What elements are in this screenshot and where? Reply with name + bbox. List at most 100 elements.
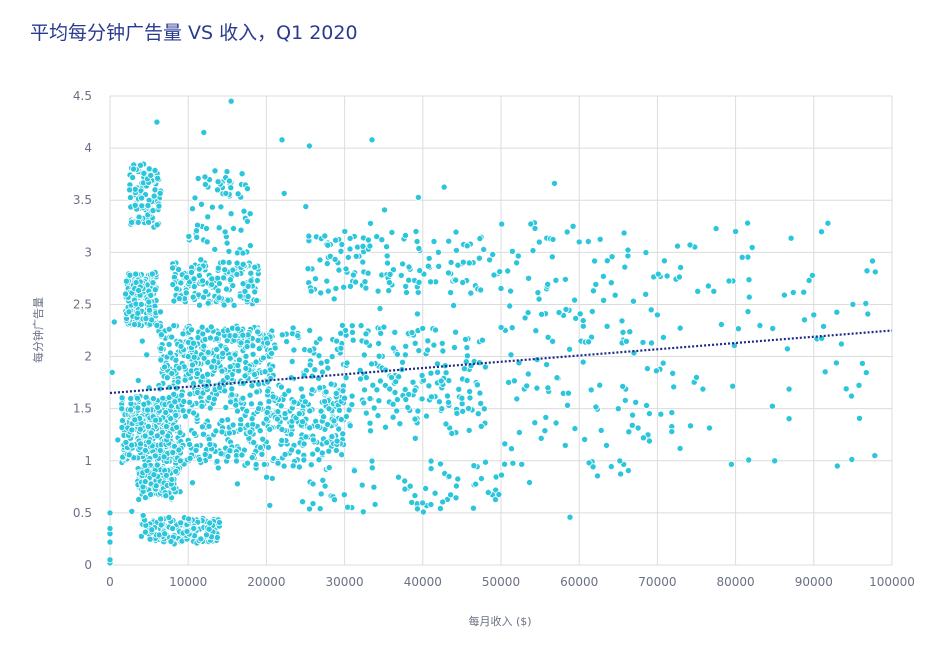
scatter-point — [193, 233, 201, 241]
scatter-point — [402, 342, 410, 350]
scatter-point — [184, 353, 192, 361]
scatter-point — [229, 282, 237, 290]
scatter-point — [659, 333, 667, 341]
scatter-point — [169, 264, 177, 272]
scatter-point — [248, 382, 256, 390]
scatter-point — [186, 398, 194, 406]
scatter-point — [311, 366, 319, 374]
scatter-point — [166, 349, 174, 357]
scatter-point — [616, 457, 624, 465]
scatter-point — [325, 464, 333, 472]
scatter-point — [128, 507, 136, 515]
scatter-point — [413, 310, 421, 318]
scatter-point — [869, 257, 877, 265]
scatter-point — [607, 463, 615, 471]
scatter-point — [342, 265, 350, 273]
scatter-point — [376, 377, 384, 385]
scatter-point — [233, 407, 241, 415]
scatter-point — [327, 380, 335, 388]
scatter-point — [515, 428, 523, 436]
scatter-point — [208, 275, 216, 283]
scatter-point — [676, 324, 684, 332]
scatter-point — [300, 440, 308, 448]
scatter-point — [745, 456, 753, 464]
scatter-point — [259, 435, 267, 443]
scatter-point — [248, 415, 256, 423]
scatter-point — [443, 392, 451, 400]
scatter-point — [625, 428, 633, 436]
scatter-point — [289, 324, 297, 332]
scatter-point — [175, 295, 183, 303]
scatter-point — [439, 498, 447, 506]
scatter-point — [321, 482, 329, 490]
scatter-point — [222, 285, 230, 293]
scatter-point — [189, 293, 197, 301]
scatter-point — [349, 336, 357, 344]
scatter-point — [290, 398, 298, 406]
scatter-point — [386, 385, 394, 393]
scatter-point — [145, 165, 153, 173]
scatter-point — [475, 254, 483, 262]
scatter-point — [208, 363, 216, 371]
scatter-point — [148, 526, 156, 534]
scatter-point — [214, 264, 222, 272]
scatter-point — [360, 386, 368, 394]
scatter-point — [148, 270, 156, 278]
scatter-point — [585, 338, 593, 346]
scatter-point — [533, 384, 541, 392]
scatter-point — [412, 227, 420, 235]
scatter-point — [193, 370, 201, 378]
scatter-point — [481, 363, 489, 371]
scatter-point — [186, 440, 194, 448]
scatter-point — [122, 438, 130, 446]
scatter-point — [277, 383, 285, 391]
scatter-point — [535, 295, 543, 303]
scatter-point — [185, 232, 193, 240]
scatter-point — [153, 432, 161, 440]
scatter-point — [222, 189, 230, 197]
scatter-point — [317, 289, 325, 297]
scatter-point — [203, 370, 211, 378]
scatter-point — [409, 378, 417, 386]
scatter-point — [237, 226, 245, 234]
y-tick-label: 3.5 — [73, 193, 92, 207]
scatter-point — [348, 328, 356, 336]
y-axis-title: 每分钟广告量 — [31, 297, 45, 363]
scatter-point — [849, 300, 857, 308]
scatter-point — [419, 499, 427, 507]
scatter-point — [190, 524, 198, 532]
scatter-point — [408, 498, 416, 506]
scatter-point — [195, 301, 203, 309]
scatter-point — [145, 438, 153, 446]
scatter-point — [208, 280, 216, 288]
scatter-point — [299, 498, 307, 506]
scatter-point — [273, 415, 281, 423]
scatter-point — [414, 407, 422, 415]
scatter-point — [643, 365, 651, 373]
scatter-point — [299, 418, 307, 426]
scatter-point — [212, 427, 220, 435]
scatter-point — [465, 259, 473, 267]
scatter-point — [862, 299, 870, 307]
scatter-point — [738, 253, 746, 261]
scatter-point — [411, 434, 419, 442]
scatter-point — [219, 258, 227, 266]
scatter-point — [706, 424, 714, 432]
scatter-point — [712, 225, 720, 233]
scatter-point — [352, 252, 360, 260]
scatter-point — [727, 460, 735, 468]
scatter-point — [603, 441, 611, 449]
scatter-point — [239, 331, 247, 339]
scatter-point — [218, 367, 226, 375]
scatter-point — [149, 207, 157, 215]
scatter-point — [497, 323, 505, 331]
scatter-point — [413, 505, 421, 513]
scatter-point — [624, 246, 632, 254]
scatter-point — [686, 241, 694, 249]
scatter-point — [246, 242, 254, 250]
scatter-point — [447, 289, 455, 297]
scatter-point — [338, 240, 346, 248]
scatter-point — [195, 265, 203, 273]
scatter-point — [642, 290, 650, 298]
scatter-point — [176, 457, 184, 465]
